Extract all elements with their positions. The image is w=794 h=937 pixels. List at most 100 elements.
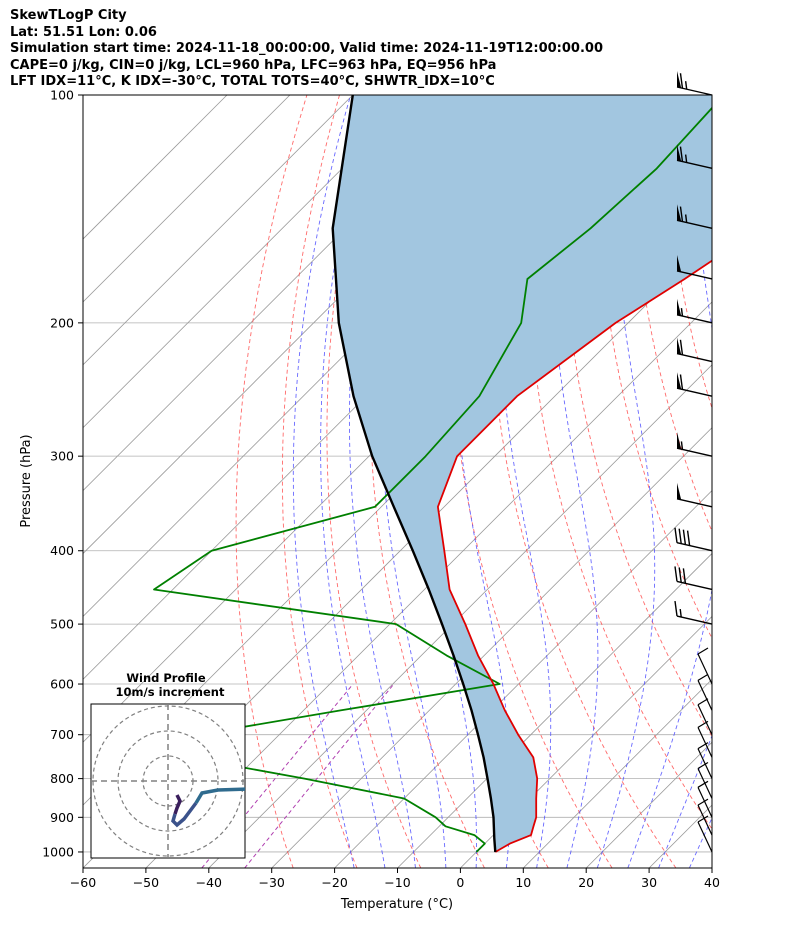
barb-pennant [677, 144, 682, 162]
wind-barb [674, 566, 713, 591]
barb-flag [674, 601, 678, 617]
barb-flag [686, 530, 691, 546]
inset-title: Wind Profile [126, 671, 206, 685]
isotherm [83, 95, 228, 240]
isotherm [83, 95, 291, 303]
barb-flag [674, 566, 678, 582]
wind-barb [676, 482, 713, 508]
hodograph-ring [117, 730, 219, 832]
y-axis-label: Pressure (hPa) [19, 434, 34, 527]
chart-title: SkewTLogP City [10, 8, 127, 23]
wind-barb-low [697, 680, 713, 711]
wind-barb-low-flag [697, 815, 709, 823]
isotherm [208, 364, 712, 868]
wind-barb [674, 527, 713, 552]
barb-flag [679, 374, 684, 390]
barb-staff [676, 447, 713, 457]
barb-half [684, 154, 688, 163]
barb-staff [676, 86, 713, 96]
wind-barb-low-flag [697, 720, 709, 728]
barb-half [684, 214, 688, 223]
wind-barb [676, 372, 713, 397]
barb-pennant [677, 298, 682, 316]
x-tick-label: −50 [133, 875, 159, 890]
isotherm [83, 95, 416, 429]
barb-flag [682, 568, 687, 584]
wind-profile-rings [91, 704, 245, 858]
hodograph-trace [173, 794, 182, 815]
wind-barb-low [697, 727, 713, 758]
wind-barb-low [697, 787, 713, 818]
isotherm [460, 615, 712, 868]
wind-barb-low-flag [697, 647, 709, 655]
x-tick-label: 30 [641, 875, 657, 890]
barb-staff [676, 314, 713, 324]
wind-barb [676, 204, 713, 229]
barb-staff [676, 270, 713, 280]
barb-flag [678, 528, 682, 544]
y-tick-label: 800 [50, 771, 74, 786]
wind-barb [676, 71, 713, 96]
y-tick-label: 300 [50, 449, 74, 464]
x-tick-label: −60 [70, 875, 96, 890]
barb-pennant [677, 337, 682, 355]
barb-staff [676, 387, 713, 397]
location-line: Lat: 51.51 Lon: 0.06 [10, 24, 157, 40]
wind-barb [676, 254, 713, 280]
y-tick-label: 400 [50, 543, 74, 558]
y-tick-label: 1000 [42, 844, 74, 859]
mixing-ratio-line [244, 683, 395, 868]
barb-half [680, 308, 684, 317]
y-tick-label: 900 [50, 810, 74, 825]
wind-barb-low-flag [697, 673, 709, 681]
barb-pennant [677, 254, 682, 272]
x-tick-label: −20 [321, 875, 347, 890]
x-axis-label: Temperature (°C) [340, 897, 453, 912]
barb-staff [676, 352, 713, 363]
barb-flag [674, 527, 678, 543]
inset-subtitle: 10m/s increment [116, 685, 225, 699]
wind-barb [676, 337, 713, 363]
barb-pennant [677, 482, 682, 500]
time-line: Simulation start time: 2024-11-18_00:00:… [10, 41, 603, 57]
barb-flag [679, 339, 684, 355]
barb-staff [676, 159, 713, 170]
dry-adiabat [326, 95, 422, 868]
wind-barb-low [697, 748, 713, 779]
x-tick-label: 0 [456, 875, 464, 890]
barb-staff [676, 219, 713, 229]
dry-adiabat [597, 95, 712, 640]
barb-staff [676, 580, 713, 591]
dry-adiabat [631, 95, 712, 533]
temperature-line [436, 259, 712, 853]
dry-adiabat [235, 95, 308, 868]
isotherm [397, 552, 712, 868]
x-tick-label: −10 [384, 875, 410, 890]
barb-staff [676, 542, 713, 552]
y-tick-label: 600 [50, 677, 74, 692]
x-tick-label: −30 [259, 875, 285, 890]
barb-half [684, 81, 688, 90]
dry-adiabat [730, 95, 794, 868]
wind-barb-low-flag [697, 742, 709, 750]
y-tick-label: 500 [50, 617, 74, 632]
barb-flag [679, 206, 684, 222]
wind-barb-low [697, 704, 713, 735]
barb-staff [676, 615, 713, 625]
dry-adiabat [281, 95, 358, 868]
parcel-line [331, 95, 497, 853]
wind-barb-low-flag [697, 798, 709, 806]
wind-barb [676, 432, 713, 457]
y-tick-label: 200 [50, 315, 74, 330]
wind-barb-low [697, 804, 713, 836]
isotherm [83, 95, 354, 366]
y-tick-label: 700 [50, 727, 74, 742]
barb-pennant [677, 432, 682, 450]
wind-barb-low-flag [697, 762, 709, 770]
barb-half [679, 608, 682, 618]
isotherm [523, 678, 712, 868]
hodograph-trace [171, 801, 198, 828]
moist-adiabat [720, 95, 794, 868]
moist-adiabat [627, 95, 712, 868]
